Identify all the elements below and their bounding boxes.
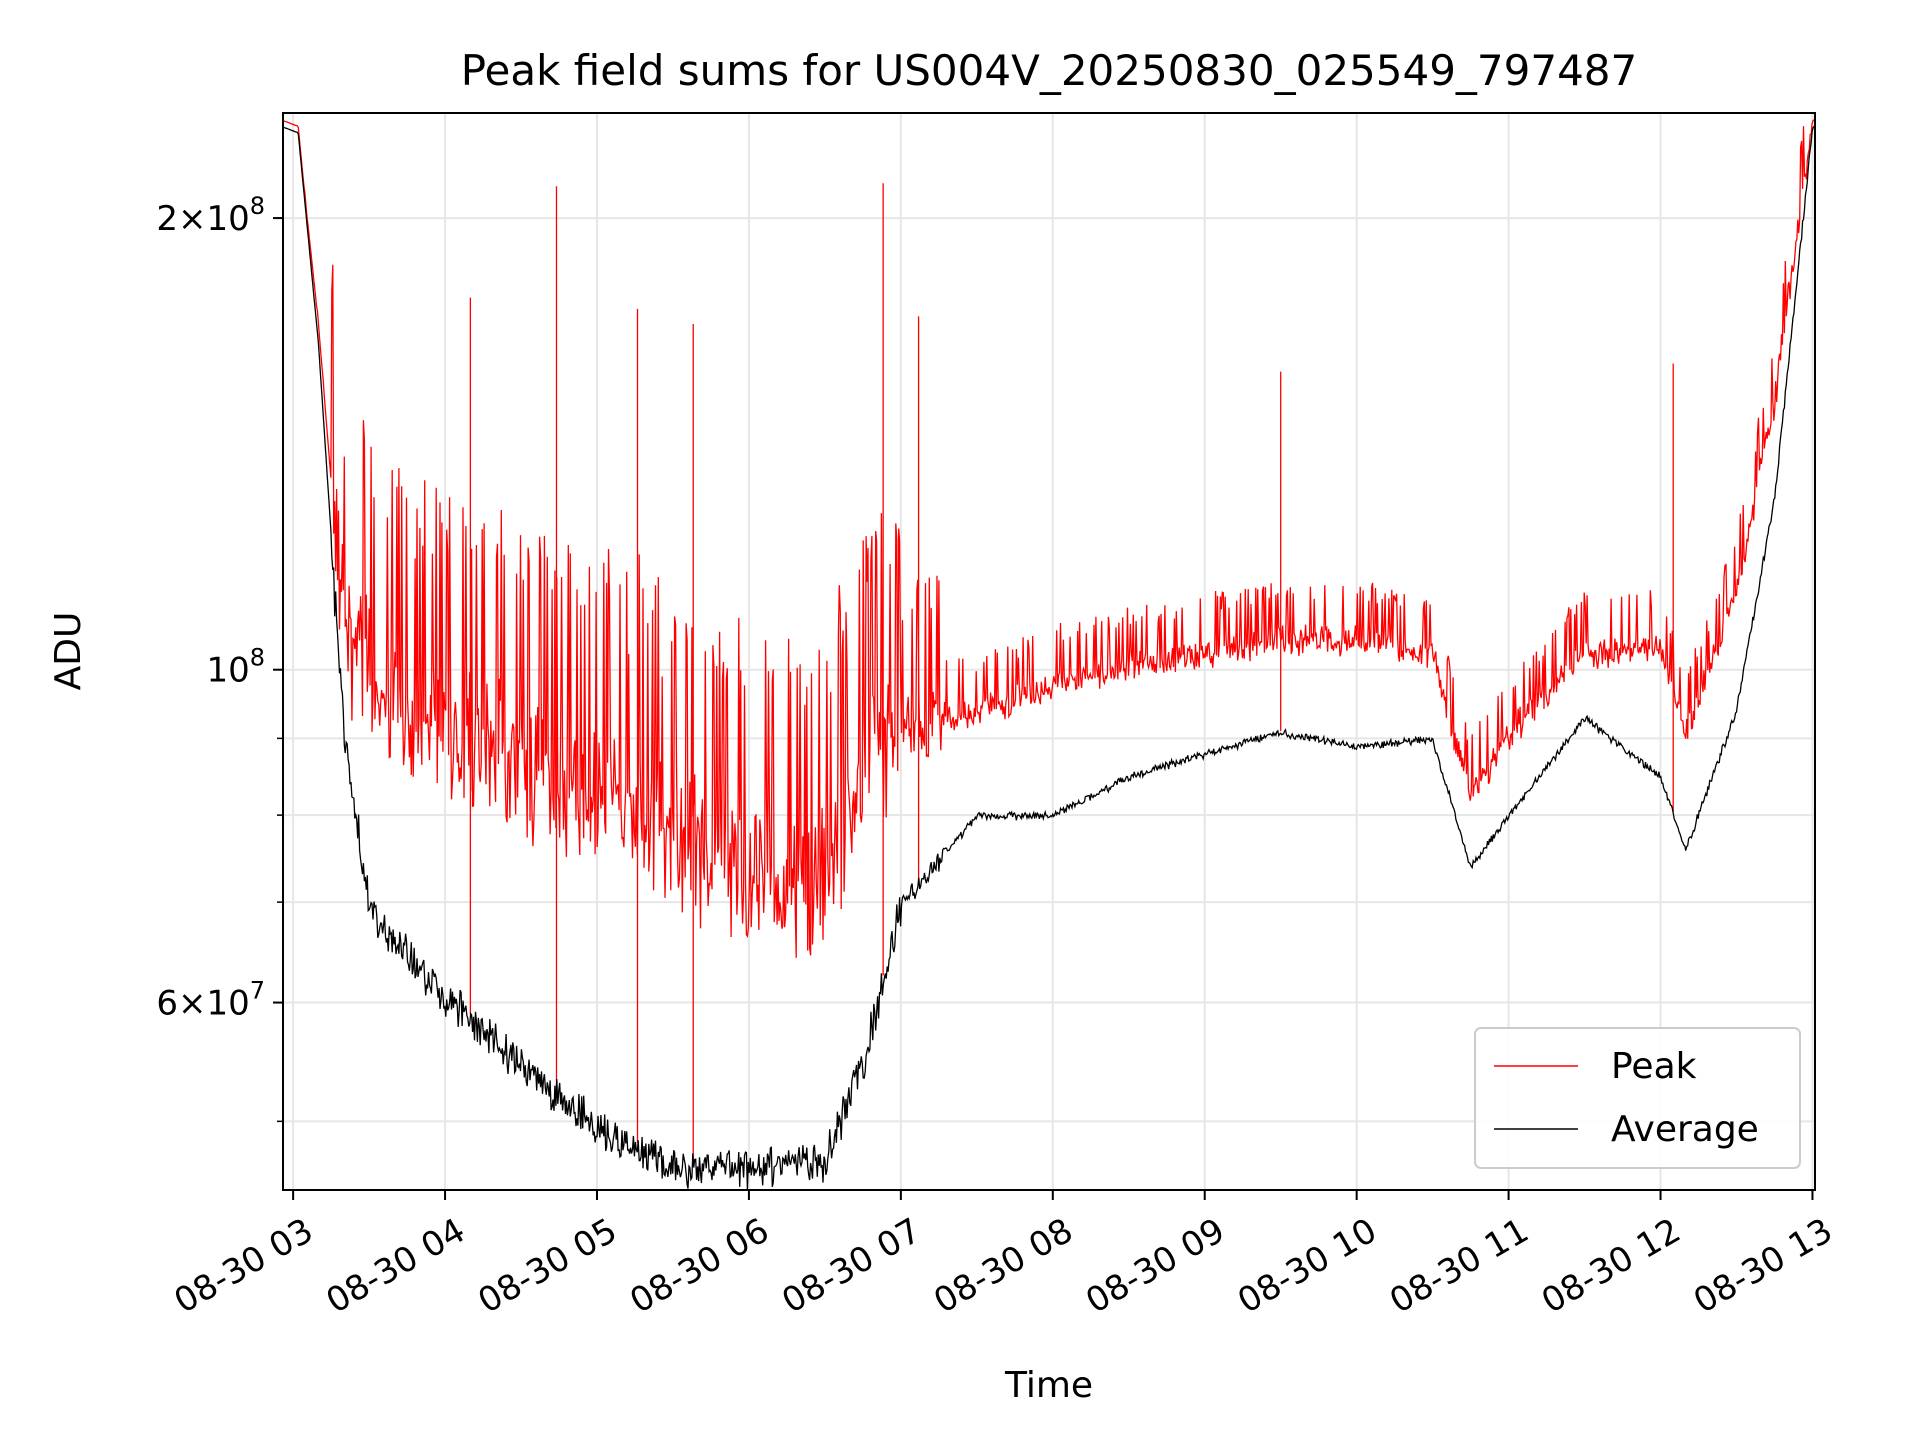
series-peak-line bbox=[283, 119, 1815, 958]
legend-average-label: Average bbox=[1611, 1109, 1759, 1150]
legend: Peak Average bbox=[1474, 1027, 1801, 1169]
y-tick-label: 108 bbox=[206, 644, 265, 691]
y-tick-label: 2×108 bbox=[156, 192, 265, 239]
series-layer bbox=[283, 119, 1815, 1190]
x-axis-label: Time bbox=[1004, 1365, 1093, 1406]
legend-peak-label: Peak bbox=[1611, 1046, 1697, 1087]
series-average-line bbox=[283, 125, 1815, 1190]
plot-frame bbox=[282, 112, 1816, 1191]
y-axis-label: ADU bbox=[48, 612, 89, 691]
chart-title: Peak field sums for US004V_20250830_0255… bbox=[461, 46, 1638, 95]
y-tick-label: 6×107 bbox=[156, 977, 265, 1024]
legend-box bbox=[1474, 1027, 1801, 1169]
